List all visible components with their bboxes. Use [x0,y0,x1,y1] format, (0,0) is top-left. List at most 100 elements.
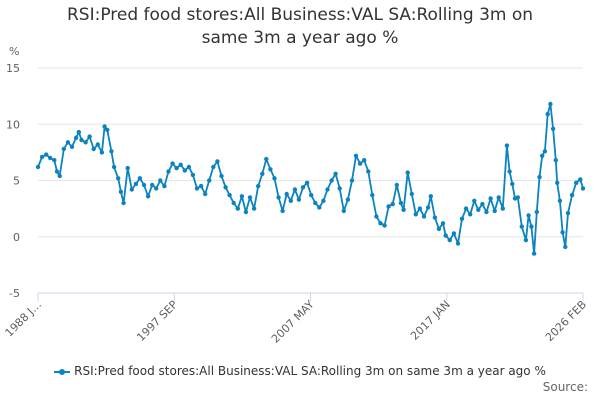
data-point [398,200,404,206]
data-point [182,168,187,173]
data-point [39,154,45,160]
gridlines [38,67,583,294]
data-point [83,140,88,145]
data-point [349,178,355,183]
y-axis-ticks: -5 0 5 10 15 [6,62,20,300]
data-point [133,181,139,187]
data-point [48,155,53,161]
data-point [325,187,330,192]
data-point [563,244,568,250]
data-point [574,180,579,185]
data-point [186,164,192,170]
data-point [374,214,379,219]
data-point [276,195,281,200]
data-point [76,129,82,135]
data-point [341,208,346,214]
data-point [557,198,563,203]
data-point [455,241,461,246]
data-point [99,150,105,155]
x-tick-label: 2026 FEB [543,298,589,344]
x-axis: 1988 J… 1997 SEP 2007 MAY 2017 JAN 2026 FEB [3,292,589,346]
data-point [54,169,60,174]
data-point [357,161,363,166]
data-point [309,192,314,198]
data-point [421,214,427,219]
data-point [394,182,399,188]
data-point [317,205,322,210]
data-point [91,146,96,152]
data-point [260,171,265,176]
data-point [304,180,310,185]
data-point [292,187,298,192]
data-point [105,127,110,133]
data-point [555,180,560,185]
data-point [542,149,548,154]
data-point [425,205,431,210]
data-point [510,181,515,187]
data-point [362,158,367,163]
data-point [413,212,418,217]
x-tick-label: 2017 JAN [408,298,453,343]
data-point [443,233,448,238]
data-point [545,111,550,117]
data-point [256,183,261,189]
data-point [529,224,534,229]
data-point [125,165,130,171]
data-point [288,198,293,203]
data-point [366,169,371,174]
y-tick-label: 5 [13,175,20,188]
data-point [504,143,510,148]
data-point [382,223,387,228]
data-point [69,144,75,149]
data-point [459,216,465,221]
x-tick-label: 1997 SEP [134,298,180,344]
data-point [203,191,208,197]
source-label: Source: [542,380,588,394]
data-point [207,178,212,183]
data-point [515,195,520,200]
data-point [345,197,351,202]
data-point [534,209,539,215]
data-point [337,186,342,191]
data-point [468,212,473,217]
data-point [531,251,537,256]
data-point [560,230,565,235]
y-tick-label: 0 [13,231,20,244]
legend-label: RSI:Pred food stores:All Business:VAL SA… [74,364,546,378]
data-point [61,146,66,152]
chart-title-line-1: RSI:Pred food stores:All Business:VAL SA… [66,5,534,25]
chart-title: RSI:Pred food stores:All Business:VAL SA… [0,4,600,50]
data-point [523,237,529,243]
data-point [313,200,318,206]
data-point [239,194,245,199]
data-point [565,210,571,216]
data-point [87,134,92,139]
data-point [321,198,326,203]
data-point [484,209,489,215]
y-tick-label: 10 [6,118,20,131]
data-point [198,183,204,189]
data-point [476,207,481,212]
y-tick-label: 15 [6,62,20,75]
data-point [194,186,200,191]
data-point [129,187,134,192]
data-point [264,156,269,162]
data-point [121,200,126,206]
data-point [390,201,395,207]
legend[interactable]: RSI:Pred food stores:All Business:VAL SA… [0,364,600,378]
data-point [300,185,306,190]
data-point [296,197,302,202]
data-point [386,204,391,209]
data-point [284,191,289,197]
data-point [154,186,159,191]
data-point [280,208,285,214]
data-point [492,208,497,214]
data-point [158,178,163,183]
data-point [243,209,249,215]
data-point [548,101,553,107]
data-point [537,174,542,180]
data-point [463,206,469,211]
data-point [447,237,452,243]
data-point [440,221,446,226]
data-point [401,207,406,212]
